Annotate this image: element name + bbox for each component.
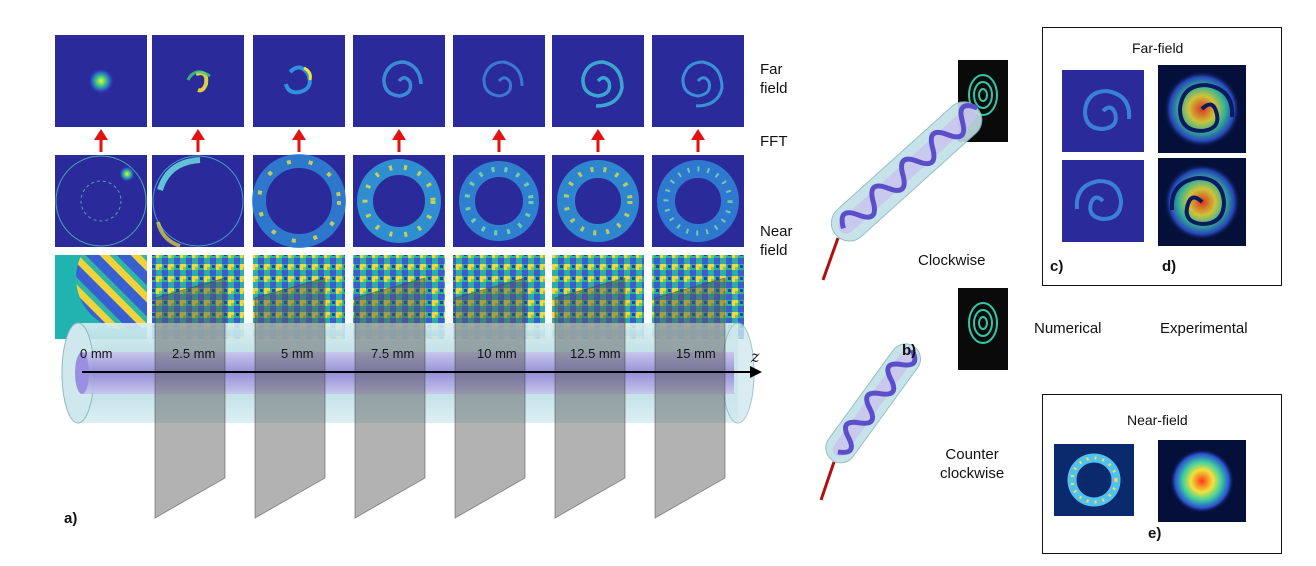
distance-label-2: 5 mm: [281, 346, 314, 361]
near-field-title: Near-field: [1127, 412, 1188, 428]
far-field-row: [55, 35, 744, 127]
experimental-label: Experimental: [1160, 320, 1248, 337]
helical-fiber-counter-clockwise: [819, 288, 1008, 501]
near-field-comparison-images: [1054, 440, 1246, 522]
row-label-field: field: [760, 80, 788, 97]
counter-clockwise-label: Counter clockwise: [940, 445, 1004, 483]
panel-label-c: c): [1050, 258, 1064, 275]
far-field-image-1: [152, 35, 244, 127]
z-axis-label: z: [751, 347, 760, 366]
distance-label-6: 15 mm: [676, 346, 716, 361]
row-label-far: Far: [760, 61, 783, 78]
fiber-diagram: [61, 277, 762, 519]
panel-label-e: e): [1148, 525, 1162, 542]
fft-arrows: [94, 129, 705, 152]
panel-label-d: d): [1162, 258, 1177, 275]
far-field-image-2: [253, 35, 345, 127]
row-label-near-field-2: field: [760, 242, 788, 259]
far-field-comparison-images: [1062, 65, 1246, 246]
row-label-far-field: Far field: [760, 60, 788, 98]
near-field-box: [1042, 394, 1282, 554]
distance-label-4: 10 mm: [477, 346, 517, 361]
clockwise-label: Clockwise: [918, 252, 986, 269]
near-field-intensity-row: [55, 154, 744, 248]
near-field-phase-0: [55, 255, 147, 339]
far-field-box: [1042, 27, 1282, 286]
row-label-fft: FFT: [760, 133, 788, 150]
panel-label-a: a): [64, 510, 78, 527]
counter-label: Counter: [945, 446, 999, 463]
row-label-near-field: Near field: [760, 222, 793, 260]
clockwise-word-label: clockwise: [940, 465, 1005, 482]
numerical-label: Numerical: [1034, 320, 1102, 337]
near-field-intensity-0: [55, 155, 147, 247]
distance-label-0: 0 mm: [80, 346, 113, 361]
distance-label-5: 12.5 mm: [570, 346, 621, 361]
helical-fiber-clockwise: [821, 60, 1008, 281]
near-field-intensity-1: [152, 155, 244, 247]
row-label-near: Near: [760, 223, 793, 240]
distance-label-3: 7.5 mm: [371, 346, 415, 361]
panel-label-b: b): [902, 342, 917, 359]
distance-label-1: 2.5 mm: [172, 346, 216, 361]
far-field-title: Far-field: [1132, 40, 1184, 56]
